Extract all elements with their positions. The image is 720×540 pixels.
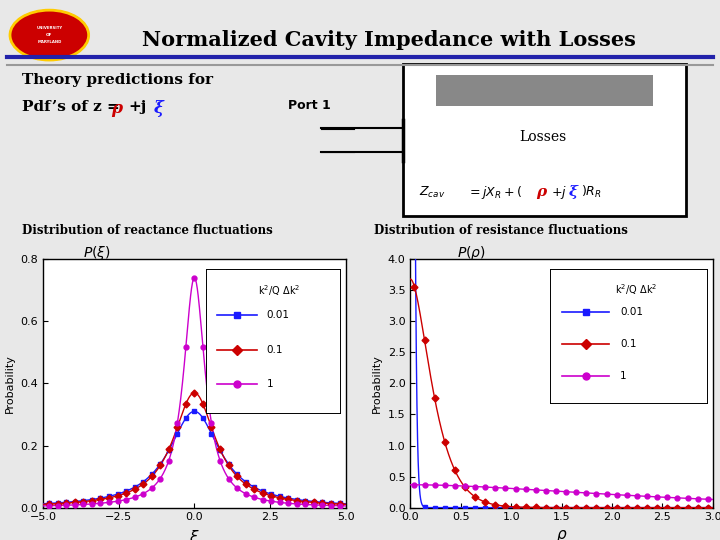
Text: Pdf’s of z =: Pdf’s of z = (22, 100, 120, 114)
Text: Normalized Cavity Impedance with Losses: Normalized Cavity Impedance with Losses (142, 30, 636, 50)
Text: $= jX_R+($: $= jX_R+($ (467, 184, 521, 201)
X-axis label: $\xi$: $\xi$ (189, 528, 199, 540)
Text: OF: OF (46, 33, 53, 37)
Text: $Z_{cav}$: $Z_{cav}$ (419, 185, 446, 200)
Text: Port 1: Port 1 (288, 99, 330, 112)
Text: Distribution of resistance fluctuations: Distribution of resistance fluctuations (374, 224, 629, 237)
Text: $P(\xi)$: $P(\xi)$ (84, 244, 111, 262)
Bar (403, 64, 686, 217)
X-axis label: $\rho$: $\rho$ (556, 528, 567, 540)
Text: MARYLAND: MARYLAND (37, 40, 61, 44)
Text: ξ: ξ (569, 185, 578, 199)
Text: Theory predictions for: Theory predictions for (22, 73, 212, 87)
Bar (436, 75, 653, 106)
Text: +j: +j (128, 100, 146, 114)
Text: ρ: ρ (112, 100, 122, 117)
Y-axis label: Probability: Probability (5, 354, 15, 413)
Text: Losses: Losses (519, 130, 566, 144)
Text: ρ: ρ (536, 185, 546, 199)
Text: $P(\rho)$: $P(\rho)$ (457, 244, 486, 262)
Text: UNIVERSITY: UNIVERSITY (36, 26, 63, 30)
Y-axis label: Probability: Probability (372, 354, 382, 413)
Text: $)R_R$: $)R_R$ (582, 184, 602, 200)
Text: ξ: ξ (153, 100, 163, 117)
Text: Distribution of reactance fluctuations: Distribution of reactance fluctuations (22, 224, 272, 237)
Text: $+j$: $+j$ (551, 184, 567, 201)
Circle shape (10, 10, 89, 60)
